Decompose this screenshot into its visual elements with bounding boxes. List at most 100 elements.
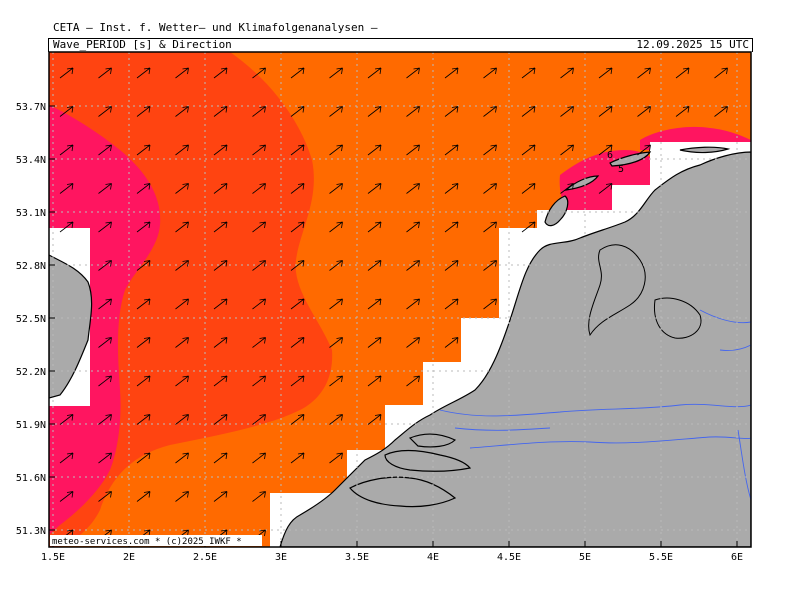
direction-arrow bbox=[213, 144, 228, 156]
direction-arrow bbox=[136, 337, 151, 348]
direction-arrow bbox=[714, 106, 728, 117]
direction-arrow bbox=[483, 183, 497, 194]
lat-label: 53.1N bbox=[16, 208, 46, 219]
direction-arrow bbox=[98, 491, 112, 502]
direction-arrow bbox=[136, 452, 151, 464]
direction-arrow bbox=[59, 144, 74, 156]
direction-arrow bbox=[213, 260, 228, 271]
direction-arrow bbox=[213, 183, 228, 194]
direction-arrow bbox=[252, 298, 266, 310]
direction-arrow bbox=[367, 298, 382, 310]
direction-arrow bbox=[175, 260, 189, 271]
direction-arrow bbox=[213, 106, 228, 117]
direction-arrow bbox=[136, 375, 151, 387]
direction-arrow bbox=[213, 452, 228, 464]
direction-arrow bbox=[483, 298, 497, 310]
lat-label: 53.4N bbox=[16, 155, 46, 166]
direction-arrow bbox=[213, 221, 228, 233]
direction-arrow bbox=[637, 106, 651, 117]
credit-text: meteo-services.com * (c)2025 IWKF * bbox=[52, 537, 242, 547]
direction-arrow bbox=[175, 106, 189, 117]
direction-arrows bbox=[59, 67, 728, 541]
direction-arrow bbox=[252, 221, 266, 233]
direction-arrow bbox=[521, 183, 536, 194]
direction-arrow bbox=[637, 67, 651, 79]
direction-arrow bbox=[290, 337, 305, 348]
direction-arrow bbox=[59, 183, 74, 194]
direction-arrow bbox=[521, 106, 536, 117]
direction-arrow bbox=[252, 452, 266, 464]
direction-arrow bbox=[637, 144, 651, 156]
direction-arrow bbox=[483, 106, 497, 117]
period-fill-pink-west bbox=[49, 105, 161, 535]
direction-arrow bbox=[290, 106, 305, 117]
direction-arrow bbox=[367, 337, 382, 348]
direction-arrow bbox=[406, 67, 420, 79]
direction-arrow bbox=[175, 183, 189, 194]
direction-arrow bbox=[290, 414, 305, 425]
direction-arrow bbox=[98, 337, 112, 348]
lon-label: 5.5E bbox=[649, 552, 673, 563]
direction-arrow bbox=[329, 414, 343, 425]
direction-arrow bbox=[290, 260, 305, 271]
direction-arrow bbox=[59, 414, 74, 425]
direction-arrow bbox=[444, 67, 459, 79]
lat-label: 52.8N bbox=[16, 261, 46, 272]
direction-arrow bbox=[213, 337, 228, 348]
direction-arrow bbox=[406, 260, 420, 271]
direction-arrow bbox=[175, 67, 189, 79]
lon-label: 1.5E bbox=[41, 552, 65, 563]
direction-arrow bbox=[329, 452, 343, 464]
land-zeeland-3 bbox=[408, 433, 457, 448]
direction-arrow bbox=[367, 106, 382, 117]
direction-arrow bbox=[136, 221, 151, 233]
map-frame bbox=[48, 51, 752, 548]
lake-markermeer bbox=[653, 297, 702, 339]
direction-arrow bbox=[136, 491, 151, 502]
direction-arrow bbox=[59, 491, 74, 502]
direction-arrow bbox=[598, 144, 613, 156]
lon-label: 5E bbox=[579, 552, 591, 563]
lat-label: 51.3N bbox=[16, 526, 46, 537]
direction-arrow bbox=[136, 144, 151, 156]
direction-arrow bbox=[483, 260, 497, 271]
direction-arrow bbox=[98, 414, 112, 425]
lon-label: 3.5E bbox=[345, 552, 369, 563]
direction-arrow bbox=[252, 414, 266, 425]
direction-arrow bbox=[213, 67, 228, 79]
direction-arrow bbox=[367, 144, 382, 156]
direction-arrow bbox=[290, 452, 305, 464]
direction-arrow bbox=[598, 106, 613, 117]
lat-label: 53.7N bbox=[16, 102, 46, 113]
direction-arrow bbox=[59, 67, 74, 79]
direction-arrow bbox=[367, 375, 382, 387]
lon-label: 6E bbox=[731, 552, 743, 563]
longitude-axis: 1.5E 2E 2.5E 3E 3.5E 4E 4.5E 5E 5.5E 6E bbox=[41, 541, 743, 563]
direction-arrow bbox=[59, 221, 74, 233]
island-texel bbox=[544, 195, 569, 227]
direction-arrow bbox=[329, 106, 343, 117]
rivers bbox=[439, 309, 751, 501]
direction-arrow bbox=[560, 144, 574, 156]
direction-arrow bbox=[98, 67, 112, 79]
contour-label-6: 6 bbox=[607, 150, 613, 161]
graticule bbox=[49, 52, 751, 547]
direction-arrow bbox=[521, 67, 536, 79]
direction-arrow bbox=[444, 298, 459, 310]
lat-label: 51.9N bbox=[16, 420, 46, 431]
direction-arrow bbox=[329, 67, 343, 79]
direction-arrow bbox=[406, 106, 420, 117]
direction-arrow bbox=[175, 491, 189, 502]
direction-arrow bbox=[444, 260, 459, 271]
direction-arrow bbox=[406, 221, 420, 233]
direction-arrow bbox=[444, 221, 459, 233]
direction-arrow bbox=[714, 67, 728, 79]
direction-arrow bbox=[329, 183, 343, 194]
direction-arrow bbox=[175, 221, 189, 233]
direction-arrow bbox=[560, 183, 574, 194]
variable-bar: Wave_PERIOD [s] & Direction 12.09.2025 1… bbox=[48, 38, 753, 52]
direction-arrow bbox=[521, 221, 536, 233]
direction-arrow bbox=[175, 298, 189, 310]
direction-arrow bbox=[406, 375, 420, 387]
direction-arrow bbox=[329, 144, 343, 156]
